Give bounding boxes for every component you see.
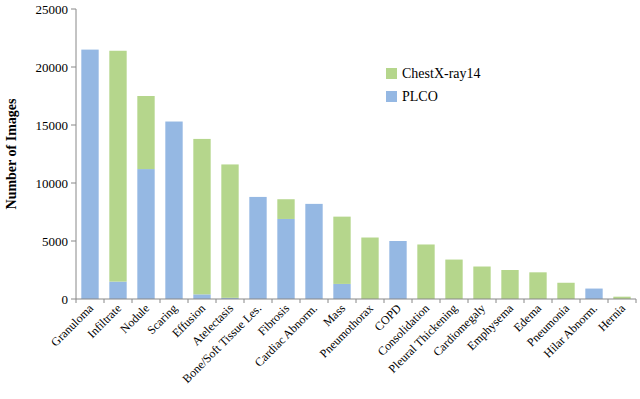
x-tick [188, 299, 189, 303]
x-tick [636, 299, 637, 303]
x-tick [552, 299, 553, 303]
x-tick [468, 299, 469, 303]
bar-segment [361, 238, 378, 299]
x-tick-label: Pneumothorax [317, 301, 376, 360]
bar-segment [221, 164, 238, 297]
x-tick-label: Cardiac Abnorm. [252, 301, 320, 369]
x-tick [440, 299, 441, 303]
x-tick [384, 299, 385, 303]
x-tick [608, 299, 609, 303]
bar-segment [389, 241, 406, 299]
bar-segment [137, 169, 154, 299]
x-tick [496, 299, 497, 303]
bar-segment [417, 244, 434, 299]
x-tick [524, 299, 525, 303]
bar-segment [277, 219, 294, 299]
bar-segment [249, 197, 266, 299]
x-tick [244, 299, 245, 303]
y-tick-label: 0 [62, 292, 69, 307]
legend: ChestX-ray14 PLCO [386, 66, 481, 104]
y-tick-label: 10000 [36, 176, 69, 191]
y-tick-label: 25000 [36, 2, 69, 17]
bar-segment [389, 241, 406, 242]
bar-segment [333, 217, 350, 284]
x-tick-label: Hilar Abnorm. [541, 301, 600, 360]
x-tick [412, 299, 413, 303]
x-tick [160, 299, 161, 303]
chart: 0500010000150002000025000GranulomaInfilt… [0, 0, 640, 399]
bar-segment [193, 139, 210, 294]
x-tick [580, 299, 581, 303]
bar-segment [585, 289, 602, 299]
bar-segment [445, 260, 462, 299]
bar-segment [333, 284, 350, 299]
x-tick [216, 299, 217, 303]
x-tick [76, 299, 77, 303]
x-tick-label: Hernia [595, 301, 628, 334]
legend-label: PLCO [402, 89, 438, 104]
y-axis [76, 9, 77, 299]
x-tick-label: Emphysema [464, 301, 516, 353]
legend-swatch [386, 91, 397, 102]
legend-label: ChestX-ray14 [402, 66, 481, 81]
x-tick [356, 299, 357, 303]
bars [81, 50, 630, 299]
bar-segment [277, 199, 294, 219]
bar-segment [81, 50, 98, 299]
bar-segment [585, 288, 602, 289]
bar-segment [193, 294, 210, 299]
y-axis-label: Number of Images [4, 98, 19, 210]
bar-segment [109, 51, 126, 282]
bar-segment [81, 49, 98, 50]
x-tick [328, 299, 329, 303]
bar-segment [529, 272, 546, 299]
y-tick [71, 125, 76, 126]
bar-segment [137, 96, 154, 169]
bar-segment [165, 122, 182, 299]
x-tick [132, 299, 133, 303]
y-tick-label: 5000 [42, 234, 68, 249]
bar-segment [501, 270, 518, 299]
legend-swatch [386, 68, 397, 79]
bar-segment [473, 267, 490, 299]
y-tick-label: 20000 [36, 60, 69, 75]
bar-segment [109, 282, 126, 299]
x-tick-label: Infiltrate [85, 301, 125, 341]
bar-segment [557, 283, 574, 299]
x-tick [300, 299, 301, 303]
x-tick-label: Bone/Soft Tissue Les. [179, 301, 264, 386]
y-tick [71, 9, 76, 10]
x-tick [272, 299, 273, 303]
bar-segment [249, 196, 266, 197]
bar-segment [165, 121, 182, 122]
y-tick [71, 299, 76, 300]
y-tick [71, 67, 76, 68]
bar-segment [305, 204, 322, 299]
y-tick [71, 183, 76, 184]
bar-segment [305, 203, 322, 204]
y-tick-label: 15000 [36, 118, 69, 133]
y-tick [71, 241, 76, 242]
x-tick [104, 299, 105, 303]
